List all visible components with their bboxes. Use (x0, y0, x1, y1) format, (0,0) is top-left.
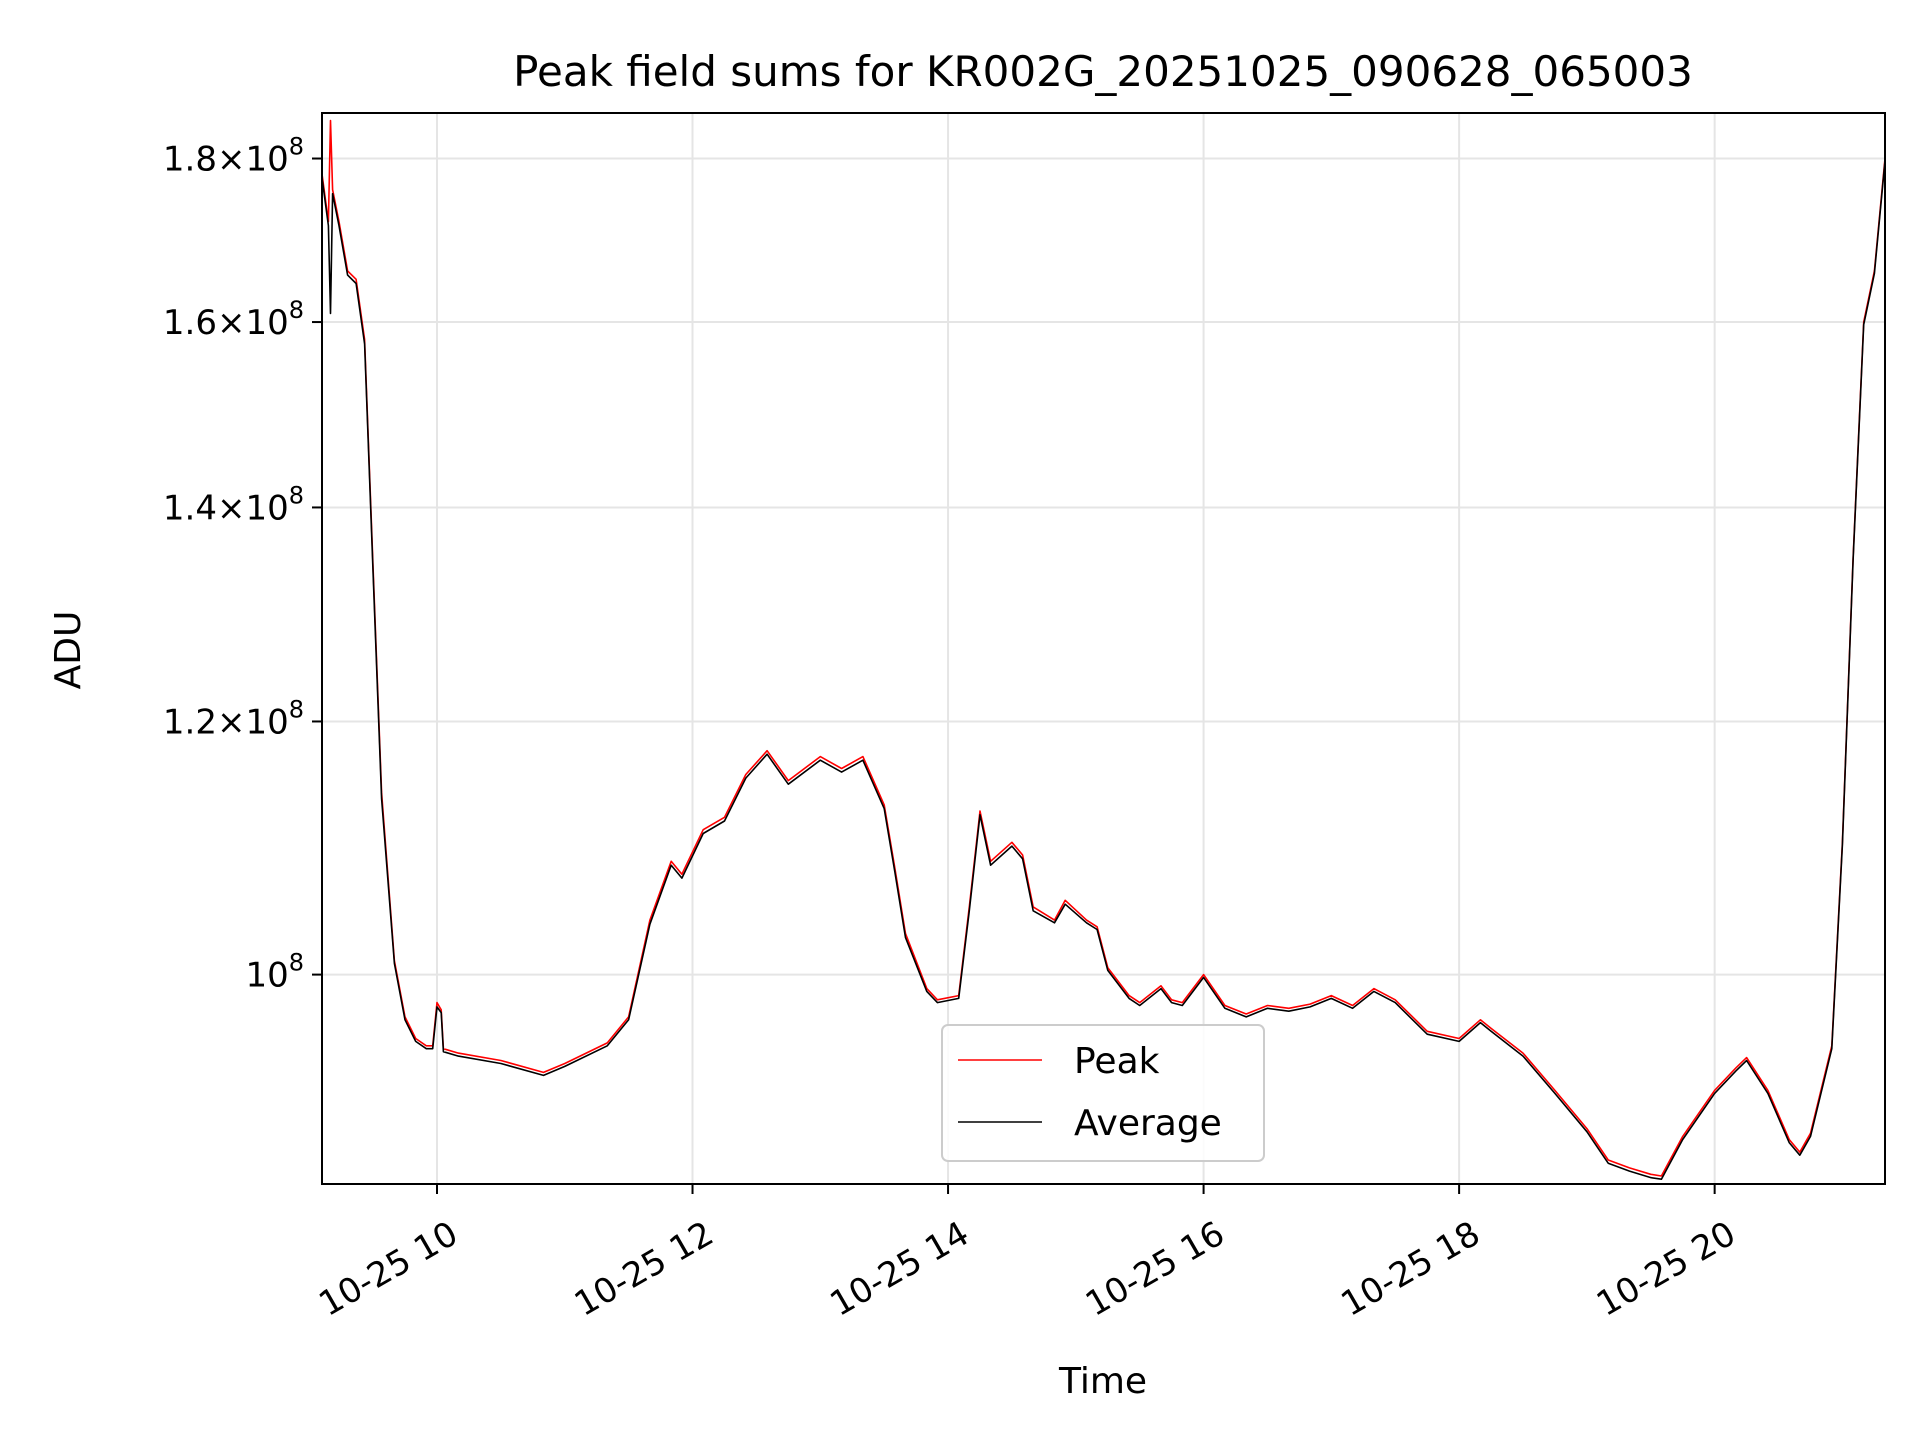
y-tick-label: 1.2×108 (163, 695, 304, 742)
y-tick-label: 1.6×108 (163, 296, 304, 343)
legend: Peak Average (941, 1024, 1265, 1162)
legend-label-peak: Peak (1074, 1041, 1160, 1082)
y-tick-label: 1.4×108 (163, 481, 304, 528)
y-tick-label: 1.8×108 (163, 133, 304, 180)
legend-box (941, 1024, 1265, 1162)
series-line-average (322, 160, 1885, 1180)
plot-frame (321, 112, 1886, 1185)
x-axis-label: Time (1058, 1361, 1147, 1402)
chart-title: Peak field sums for KR002G_20251025_0906… (513, 47, 1693, 96)
y-tick-label: 108 (245, 949, 304, 996)
series-layer (322, 119, 1885, 1180)
grid-lines (322, 113, 1885, 1184)
y-axis-label: ADU (48, 611, 89, 690)
y-axis-ticks: 108 1.2×108 1.4×108 1.6×108 1.8×108 (163, 133, 322, 996)
legend-label-average: Average (1074, 1103, 1222, 1144)
